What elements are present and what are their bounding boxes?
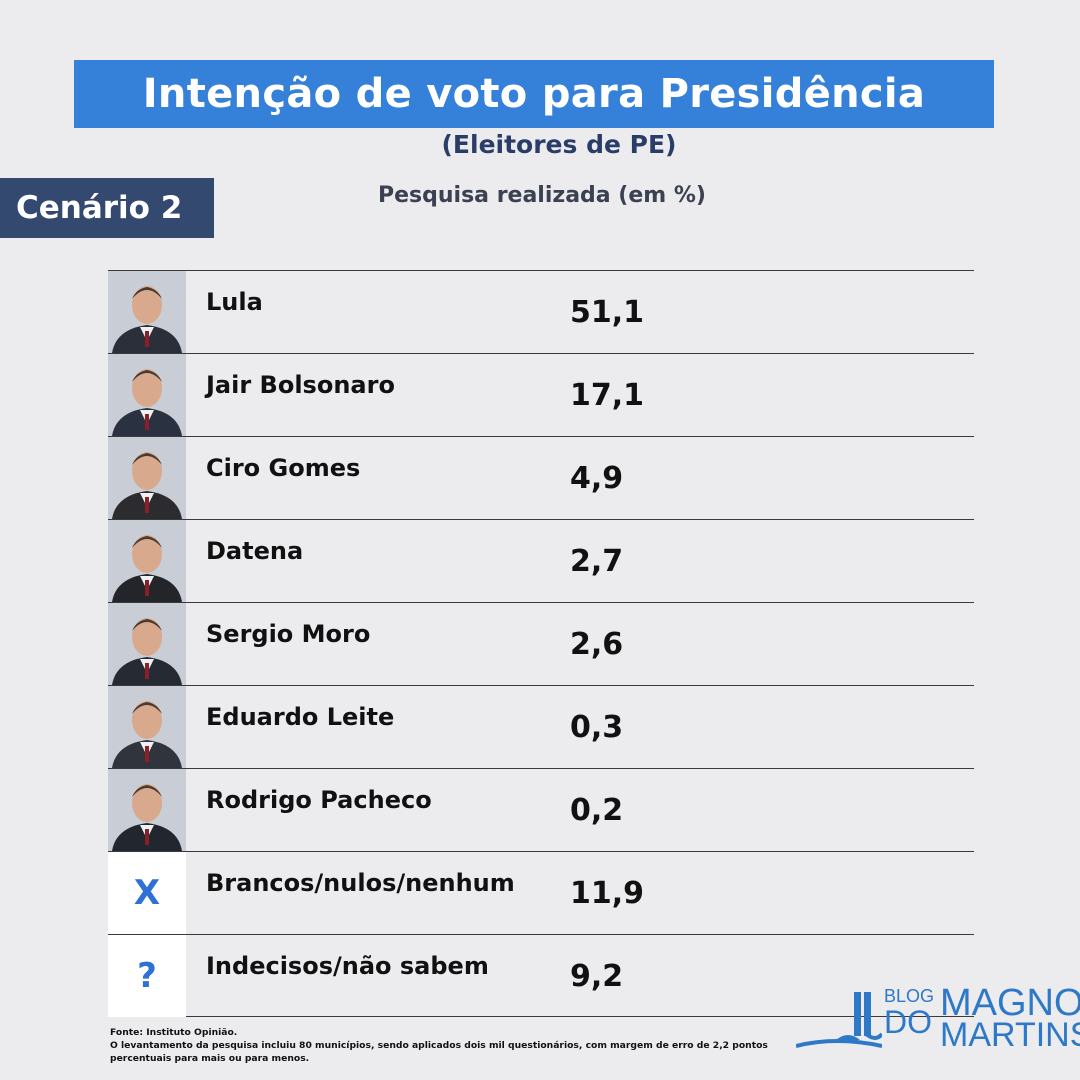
table-row: Rodrigo Pacheco 0,2 (108, 768, 974, 851)
vote-percentage: 2,7 (570, 543, 624, 579)
logo-martins-text: MARTINS (940, 1016, 1080, 1054)
vote-percentage: 0,2 (570, 792, 624, 828)
candidate-name: Sergio Moro (206, 620, 371, 648)
vote-percentage: 0,3 (570, 709, 624, 745)
results-table: Lula 51,1 Jair Bolsonaro 17,1 Ciro Gomes 4,9 D… (108, 270, 974, 1017)
eduardo-leite-photo (108, 686, 186, 768)
candidate-name: Jair Bolsonaro (206, 371, 395, 399)
table-row: Sergio Moro 2,6 (108, 602, 974, 685)
vote-percentage: 9,2 (570, 958, 624, 994)
candidate-name: Ciro Gomes (206, 454, 361, 482)
methodology-text: O levantamento da pesquisa incluiu 80 mu… (110, 1040, 768, 1064)
title-banner: Intenção de voto para Presidência (74, 60, 994, 128)
table-row: ? Indecisos/não sabem 9,2 (108, 934, 974, 1017)
logo-blog-text: BLOG (884, 986, 935, 1006)
rodrigo-pacheco-photo (108, 769, 186, 851)
vote-percentage: 2,6 (570, 626, 624, 662)
vote-percentage: 11,9 (570, 875, 645, 911)
table-row: Ciro Gomes 4,9 (108, 436, 974, 519)
datena-photo (108, 520, 186, 602)
table-row: Datena 2,7 (108, 519, 974, 602)
lula-photo (108, 271, 186, 353)
footer-note: Fonte: Instituto Opinião. O levantamento… (110, 1026, 770, 1065)
candidate-name: Rodrigo Pacheco (206, 786, 432, 814)
candidate-name: Indecisos/não sabem (206, 952, 489, 980)
table-row: Lula 51,1 (108, 270, 974, 353)
vote-percentage: 51,1 (570, 294, 645, 330)
question-icon-glyph: ? (137, 956, 157, 996)
candidate-name: Lula (206, 288, 263, 316)
congress-logo-icon (796, 992, 882, 1048)
table-row: Eduardo Leite 0,3 (108, 685, 974, 768)
page-title: Intenção de voto para Presidência (142, 71, 926, 117)
scenario-label: Cenário 2 (0, 178, 214, 238)
blog-logo: BLOG DO MAGNO MARTINS (796, 982, 1080, 1054)
candidate-name: Eduardo Leite (206, 703, 395, 731)
ciro-gomes-photo (108, 437, 186, 519)
page-subtitle: (Eleitores de PE) (441, 130, 677, 159)
bolsonaro-photo (108, 354, 186, 436)
sergio-moro-photo (108, 603, 186, 685)
logo-magno-text: MAGNO (940, 982, 1080, 1024)
logo-do-text: DO (884, 1004, 932, 1040)
candidate-name: Datena (206, 537, 304, 565)
survey-note: Pesquisa realizada (em %) (378, 183, 706, 208)
table-row: Jair Bolsonaro 17,1 (108, 353, 974, 436)
table-row: X Brancos/nulos/nenhum 11,9 (108, 851, 974, 934)
vote-percentage: 17,1 (570, 377, 645, 413)
question-icon: ? (108, 935, 186, 1017)
candidate-name: Brancos/nulos/nenhum (206, 869, 515, 897)
x-icon: X (108, 852, 186, 934)
source-text: Fonte: Instituto Opinião. (110, 1027, 238, 1038)
x-icon-glyph: X (133, 873, 161, 913)
vote-percentage: 4,9 (570, 460, 624, 496)
